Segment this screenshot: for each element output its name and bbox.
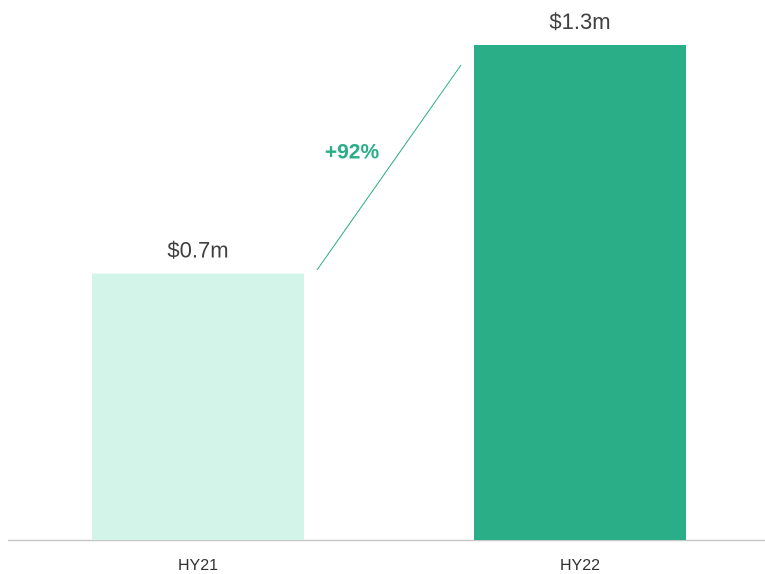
value-label: $1.3m bbox=[549, 9, 610, 34]
value-label: $0.7m bbox=[167, 237, 228, 262]
growth-annotation: +92% bbox=[325, 141, 380, 164]
bar bbox=[474, 45, 686, 540]
bar bbox=[92, 273, 304, 540]
x-tick-label: HY21 bbox=[178, 557, 218, 574]
growth-connector bbox=[316, 64, 462, 271]
x-tick-label: HY22 bbox=[560, 557, 600, 574]
